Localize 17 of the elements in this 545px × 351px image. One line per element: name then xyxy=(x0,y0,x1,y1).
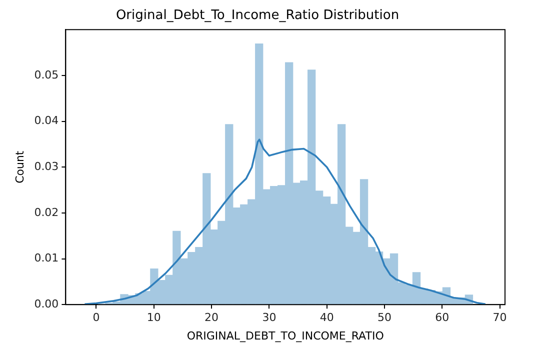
y-tick-label: 0.05 xyxy=(34,68,59,82)
y-tick-label: 0.04 xyxy=(34,114,59,128)
y-tick-label: 0.02 xyxy=(34,206,59,219)
y-tick-label: 0.00 xyxy=(34,297,59,310)
x-tick-label: 60 xyxy=(435,311,450,324)
x-axis-title: ORIGINAL_DEBT_TO_INCOME_RATIO xyxy=(186,329,384,342)
x-tick-label: 20 xyxy=(204,311,219,324)
x-tick-label: 50 xyxy=(378,311,392,324)
chart-title: Original_Debt_To_Income_Ratio Distribution xyxy=(116,8,400,24)
y-axis-title: Count xyxy=(13,150,26,184)
x-tick-label: 30 xyxy=(262,311,276,324)
x-tick-label: 10 xyxy=(146,311,161,324)
x-tick-label: 0 xyxy=(92,311,100,324)
x-tick-label: 40 xyxy=(320,311,334,324)
x-tick-label: 70 xyxy=(492,311,507,324)
y-tick-label: 0.01 xyxy=(34,252,59,265)
y-tick-label: 0.03 xyxy=(34,160,59,173)
